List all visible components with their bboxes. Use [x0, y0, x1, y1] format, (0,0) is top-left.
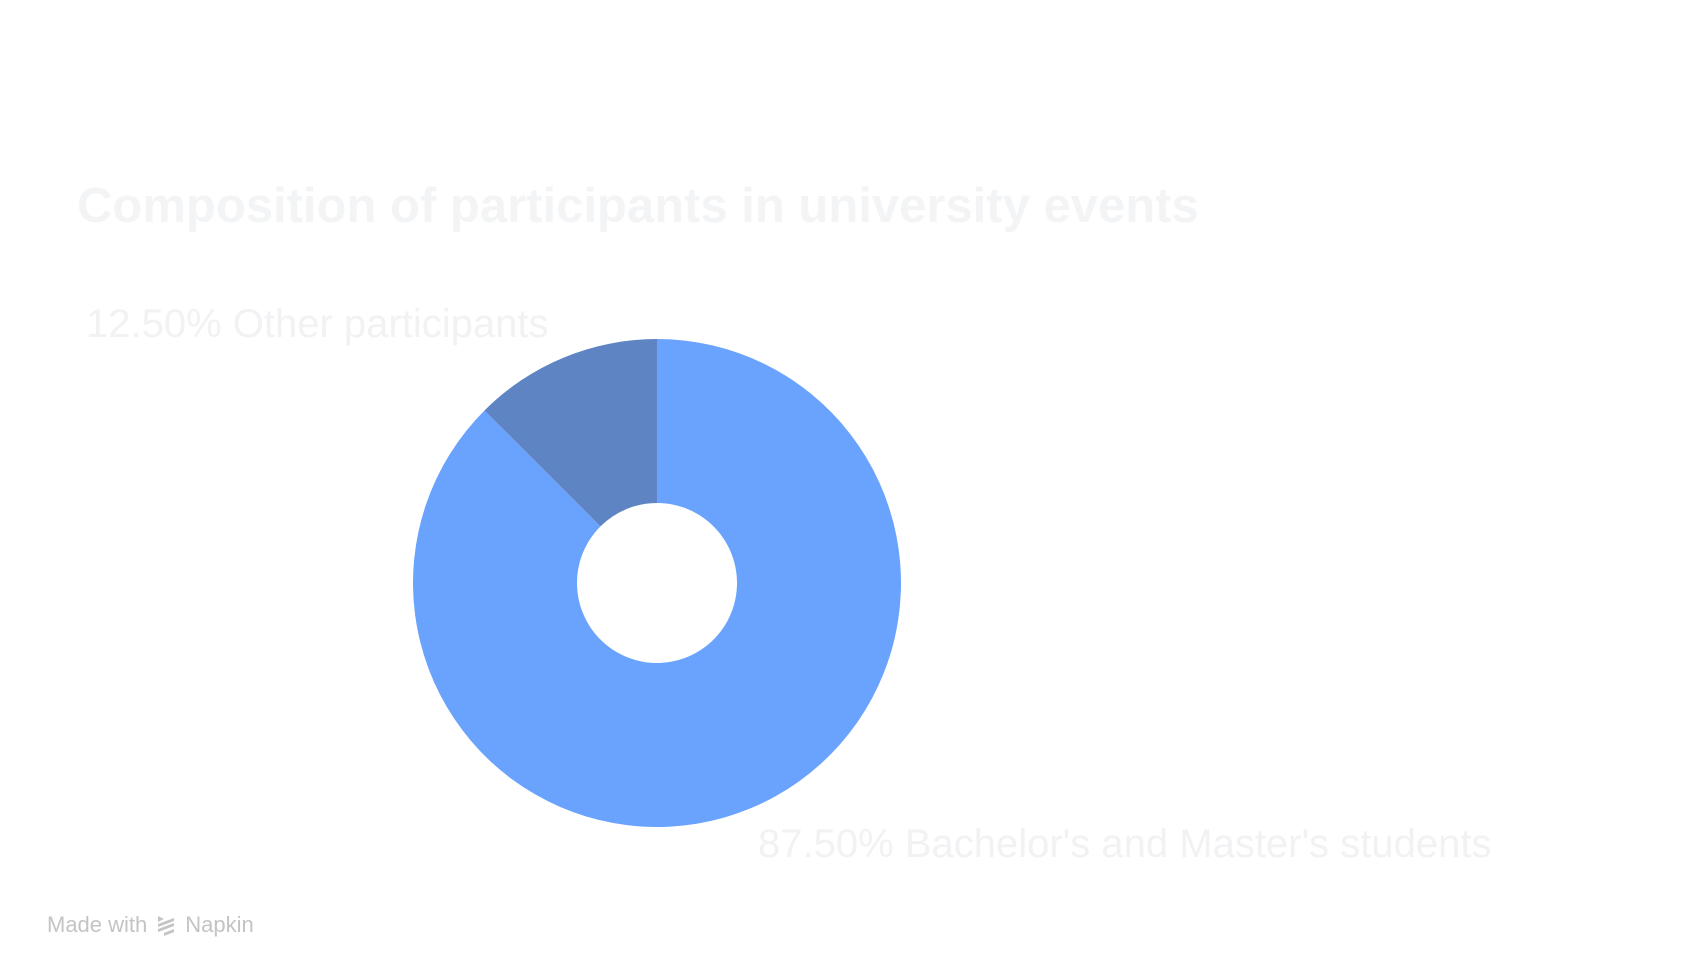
donut-slice-0	[412, 339, 901, 827]
watermark-prefix: Made with	[47, 912, 148, 937]
chart-title: Composition of participants in universit…	[77, 179, 1199, 233]
donut-slices	[412, 339, 901, 827]
watermark-brand: Napkin	[185, 912, 254, 937]
made-with-napkin-watermark[interactable]: Made with Napkin	[47, 911, 254, 939]
slice-label-other-participants: 12.50% Other participants	[86, 302, 548, 346]
donut-slice-1	[484, 339, 657, 527]
slice-label-bachelors-masters-students: 87.50% Bachelor's and Master's students	[758, 822, 1491, 866]
napkin-logo-icon	[158, 916, 175, 936]
